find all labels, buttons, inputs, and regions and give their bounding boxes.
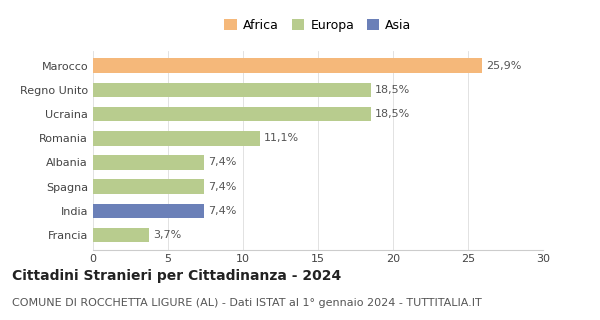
Legend: Africa, Europa, Asia: Africa, Europa, Asia — [220, 14, 416, 37]
Bar — [93, 131, 260, 146]
Bar — [93, 59, 482, 73]
Text: 11,1%: 11,1% — [264, 133, 299, 143]
Bar — [93, 107, 371, 121]
Bar — [93, 204, 204, 218]
Text: 7,4%: 7,4% — [209, 206, 237, 216]
Text: 25,9%: 25,9% — [486, 61, 521, 71]
Text: 7,4%: 7,4% — [209, 157, 237, 167]
Text: COMUNE DI ROCCHETTA LIGURE (AL) - Dati ISTAT al 1° gennaio 2024 - TUTTITALIA.IT: COMUNE DI ROCCHETTA LIGURE (AL) - Dati I… — [12, 298, 482, 308]
Text: 3,7%: 3,7% — [153, 230, 181, 240]
Text: 18,5%: 18,5% — [375, 109, 410, 119]
Bar — [93, 83, 371, 97]
Bar — [93, 155, 204, 170]
Text: 18,5%: 18,5% — [375, 85, 410, 95]
Bar — [93, 228, 149, 242]
Bar — [93, 180, 204, 194]
Text: Cittadini Stranieri per Cittadinanza - 2024: Cittadini Stranieri per Cittadinanza - 2… — [12, 269, 341, 283]
Text: 7,4%: 7,4% — [209, 182, 237, 192]
